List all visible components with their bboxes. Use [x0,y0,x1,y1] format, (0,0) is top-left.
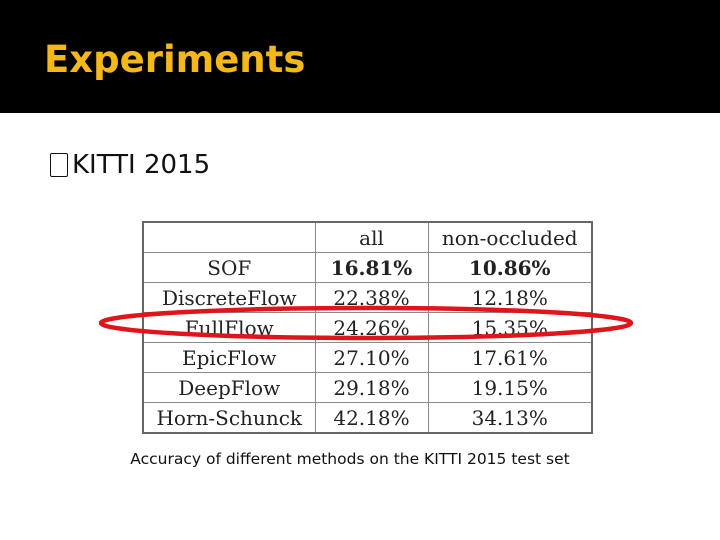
table-row-highlighted: FullFlow 24.26% 15.35% [142,312,593,343]
all-cell: 27.10% [314,342,429,373]
non-occluded-cell: 19.15% [427,372,593,403]
non-occluded-cell: 17.61% [427,342,593,373]
slide-title: Experiments [44,38,306,81]
non-occluded-cell: 15.35% [427,312,593,343]
header-all: all [314,221,429,253]
title-band [0,0,720,113]
all-cell: 42.18% [314,402,429,434]
bullet-item: KITTI 2015 [50,150,210,180]
non-occluded-cell: 10.86% [427,252,593,283]
results-table: all non-occluded SOF 16.81% 10.86% Discr… [142,221,593,434]
table-row: DeepFlow 29.18% 19.15% [142,372,593,403]
table-header-row: all non-occluded [142,221,593,253]
table-row: DiscreteFlow 22.38% 12.18% [142,282,593,313]
method-cell: Horn-Schunck [142,402,316,434]
all-cell: 22.38% [314,282,429,313]
method-cell: SOF [142,252,316,283]
table-row: EpicFlow 27.10% 17.61% [142,342,593,373]
non-occluded-cell: 34.13% [427,402,593,434]
method-cell: DiscreteFlow [142,282,316,313]
method-cell: FullFlow [142,312,316,343]
table-row: Horn-Schunck 42.18% 34.13% [142,402,593,434]
bullet-text: KITTI 2015 [72,150,211,180]
all-cell: 29.18% [314,372,429,403]
header-non-occluded: non-occluded [427,221,593,253]
header-method [142,221,316,253]
table-caption: Accuracy of different methods on the KIT… [130,450,570,468]
table-row: SOF 16.81% 10.86% [142,252,593,283]
method-cell: DeepFlow [142,372,316,403]
method-cell: EpicFlow [142,342,316,373]
non-occluded-cell: 12.18% [427,282,593,313]
all-cell: 16.81% [314,252,429,283]
missing-glyph-icon [50,153,68,177]
all-cell: 24.26% [314,312,429,343]
